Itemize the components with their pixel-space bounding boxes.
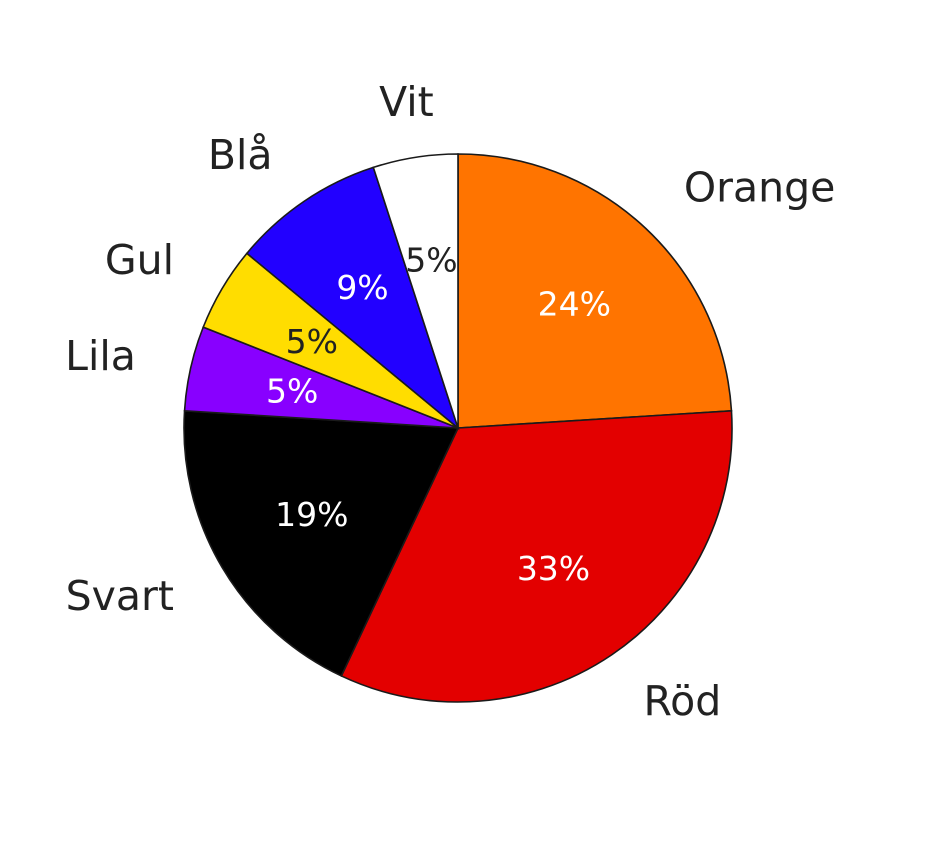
pie-slice-1	[340, 409, 733, 703]
pie-slice-6	[372, 153, 459, 429]
slice-category-label: Vit	[379, 78, 434, 126]
pie-slices	[183, 153, 733, 703]
pie-slice-0	[457, 153, 733, 429]
slice-category-label: Gul	[105, 236, 174, 284]
pie-slice-2	[183, 409, 460, 677]
slice-percent-label: 24%	[538, 285, 611, 324]
slice-percent-label: 5%	[266, 371, 318, 410]
slice-category-label: Svart	[66, 572, 174, 620]
slice-percent-label: 33%	[517, 549, 590, 588]
category-labels: Orange Röd Svart Lila Gul Blå Vit	[65, 78, 835, 725]
slice-percent-label: 9%	[336, 268, 388, 307]
slice-category-label: Blå	[208, 131, 273, 179]
slice-percent-label: 5%	[286, 322, 338, 361]
pie-slice-5	[245, 166, 460, 431]
slice-category-label: Orange	[684, 163, 836, 211]
slice-category-label: Lila	[65, 332, 136, 380]
slice-category-label: Röd	[644, 677, 722, 725]
slice-percent-label: 19%	[275, 495, 348, 534]
percentage-labels: 24% 33% 19% 5% 5% 9% 5%	[266, 241, 611, 588]
slice-percent-label: 5%	[405, 241, 457, 280]
